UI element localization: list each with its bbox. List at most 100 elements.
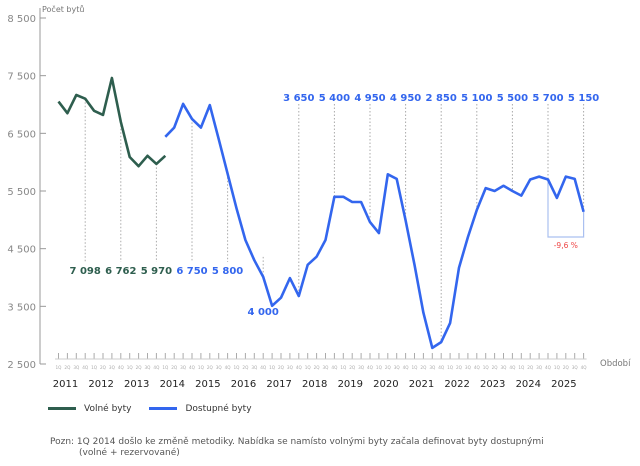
year-label: 2024: [516, 379, 541, 390]
quarter-label: 4Q: [367, 365, 374, 370]
quarter-label: 4Q: [474, 365, 481, 370]
quarter-label: 4Q: [438, 365, 445, 370]
quarter-label: 4Q: [189, 365, 196, 370]
legend-item-volne[interactable]: Volné byty: [48, 404, 131, 414]
footnote-line-2: (volné + rezervované): [79, 448, 180, 458]
quarter-label: 2Q: [136, 365, 143, 370]
quarter-label: 4Q: [403, 365, 410, 370]
y-tick-label: 5 500: [7, 187, 36, 198]
quarter-label: 4Q: [296, 365, 303, 370]
y-tick-label: 7 500: [7, 72, 36, 83]
quarter-label: 1Q: [305, 365, 312, 370]
quarter-label: 1Q: [518, 365, 525, 370]
annotation-label: 3 650: [283, 93, 314, 104]
quarter-label: 2Q: [242, 365, 249, 370]
legend-label: Dostupné byty: [185, 404, 252, 414]
annotation-label: 5 400: [319, 93, 350, 104]
annotation-label: 2 850: [426, 93, 457, 104]
quarter-label: 1Q: [447, 365, 454, 370]
annotation-label: 5 150: [568, 93, 599, 104]
change-label: -9,6 %: [554, 241, 578, 250]
annotation-label: 5 700: [532, 93, 563, 104]
quarter-label: 2Q: [207, 365, 214, 370]
quarter-label: 3Q: [501, 365, 508, 370]
year-label: 2012: [88, 379, 113, 390]
year-label: 2020: [373, 379, 398, 390]
change-bracket: [547, 179, 585, 238]
year-label: 2015: [195, 379, 220, 390]
quarter-label: 1Q: [162, 365, 169, 370]
quarter-label: 1Q: [56, 365, 63, 370]
year-label: 2017: [266, 379, 291, 390]
quarter-label: 3Q: [323, 365, 330, 370]
quarter-label: 4Q: [153, 365, 160, 370]
annotation-label: 5 970: [141, 266, 172, 277]
year-label: 2025: [551, 379, 576, 390]
quarter-label: 4Q: [82, 365, 89, 370]
quarter-label: 3Q: [536, 365, 543, 370]
legend-swatch: [149, 407, 178, 410]
quarter-label: 1Q: [412, 365, 419, 370]
year-label: 2013: [124, 379, 149, 390]
quarter-label: 1Q: [198, 365, 205, 370]
legend-item-dostupne[interactable]: Dostupné byty: [149, 404, 252, 414]
quarter-label: 3Q: [287, 365, 294, 370]
quarter-label: 1Q: [234, 365, 241, 370]
footnote-line-1: Pozn: 1Q 2014 došlo ke změně metodiky. N…: [50, 437, 544, 447]
year-label: 2021: [409, 379, 434, 390]
footnote: Pozn: 1Q 2014 došlo ke změně metodiky. N…: [50, 437, 610, 459]
year-label: 2023: [480, 379, 505, 390]
line-chart: Počet bytů 2 500 3 500 4 500 5 500 6 500 7 500…: [7, 4, 631, 390]
quarter-label: 2Q: [100, 365, 107, 370]
quarter-label: 1Q: [91, 365, 98, 370]
year-label: 2014: [160, 379, 185, 390]
quarter-label: 2Q: [385, 365, 392, 370]
y-axis-title: Počet bytů: [42, 4, 84, 14]
year-label: 2016: [231, 379, 256, 390]
quarter-label: 3Q: [145, 365, 152, 370]
quarter-label: 2Q: [171, 365, 178, 370]
quarter-label: 2Q: [420, 365, 427, 370]
quarter-label: 4Q: [509, 365, 516, 370]
y-tick-label: 4 500: [7, 245, 36, 256]
quarter-label: 3Q: [394, 365, 401, 370]
annotation-label: 6 762: [105, 266, 136, 277]
quarter-label: 2Q: [527, 365, 534, 370]
quarter-label: 3Q: [429, 365, 436, 370]
quarter-label: 2Q: [456, 365, 463, 370]
quarter-label: 3Q: [251, 365, 258, 370]
quarter-label: 4Q: [581, 365, 588, 370]
year-label: 2011: [53, 379, 78, 390]
annotation-label: 4 950: [354, 93, 385, 104]
quarter-label: 3Q: [180, 365, 187, 370]
legend: Volné byty Dostupné byty: [48, 404, 252, 414]
quarter-label: 4Q: [260, 365, 267, 370]
y-tick-label: 6 500: [7, 129, 36, 140]
quarter-label: 1Q: [554, 365, 561, 370]
y-tick-label: 2 500: [7, 360, 36, 371]
year-label: 2019: [338, 379, 363, 390]
quarter-label: 1Q: [483, 365, 490, 370]
annotation-label: 5 800: [212, 266, 243, 277]
annotation-label: 7 098: [70, 266, 101, 277]
x-axis-title: Období: [600, 359, 631, 369]
y-tick-label: 3 500: [7, 302, 36, 313]
quarter-label: 2Q: [349, 365, 356, 370]
quarter-label: 2Q: [64, 365, 71, 370]
annotation-label: 4 000: [248, 307, 279, 318]
quarter-label: 2Q: [314, 365, 321, 370]
series-line-1: [164, 102, 585, 350]
quarter-label: 3Q: [73, 365, 80, 370]
y-tick-label: 8 500: [7, 14, 36, 25]
quarter-label: 2Q: [563, 365, 570, 370]
quarter-label: 1Q: [340, 365, 347, 370]
quarter-label: 2Q: [492, 365, 499, 370]
annotation-label: 4 950: [390, 93, 421, 104]
annotation-label: 5 100: [461, 93, 492, 104]
annotation-label: 6 750: [176, 266, 207, 277]
annotation-label: 5 500: [497, 93, 528, 104]
legend-swatch: [48, 407, 76, 410]
quarter-label: 4Q: [225, 365, 232, 370]
quarter-label: 3Q: [465, 365, 472, 370]
